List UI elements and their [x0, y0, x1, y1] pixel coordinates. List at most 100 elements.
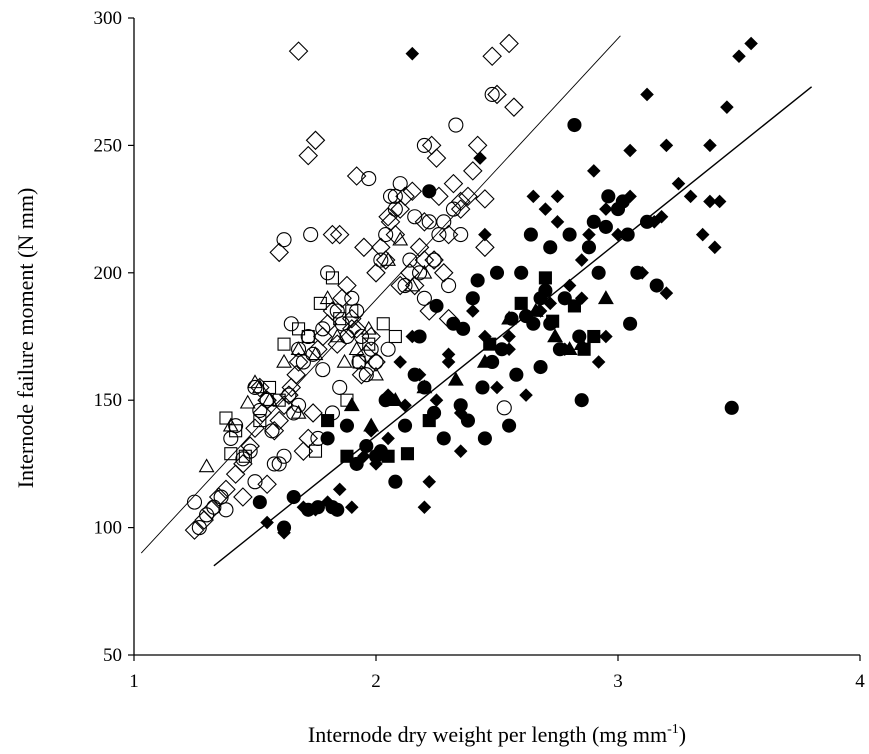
y-tick-label: 250: [94, 135, 123, 156]
open-square-point: [325, 271, 339, 285]
filled-circle-point: [509, 367, 524, 382]
open-triangle-point: [404, 277, 421, 292]
open-circle-point: [358, 367, 374, 383]
open-square-point: [352, 355, 366, 369]
open-square-point: [362, 337, 376, 351]
open-circle-point: [281, 387, 297, 403]
filled-circle-point: [407, 367, 422, 382]
open-circle-point: [276, 448, 292, 464]
filled-diamond-point: [708, 240, 722, 255]
open-diamond-point: [354, 237, 374, 258]
open-triangle-point: [290, 404, 307, 419]
filled-circle-point: [465, 291, 480, 306]
filled-triangle-point: [363, 417, 380, 432]
open-square-point: [219, 411, 233, 425]
open-diamond-point: [467, 135, 488, 156]
open-circle-point: [320, 265, 336, 281]
open-diamond-point: [475, 237, 495, 258]
open-circle-point: [218, 502, 234, 518]
filled-diamond-point: [526, 189, 541, 204]
x-axis-ticks: 1 2 3 4: [129, 655, 865, 692]
filled-triangle-point: [573, 336, 590, 350]
open-diamond-point: [257, 474, 277, 495]
filled-diamond-point: [429, 393, 444, 407]
filled-circle-point: [598, 219, 613, 234]
filled-triangle-point: [416, 379, 433, 394]
open-circle-point: [387, 188, 403, 204]
open-circle-point: [223, 430, 239, 446]
open-diamond-point: [375, 250, 396, 270]
open-triangle-point: [416, 264, 433, 279]
open-diamond-point: [208, 487, 229, 507]
open-circle-point: [412, 265, 428, 281]
open-diamond-point: [390, 199, 410, 219]
filled-circle-point: [397, 418, 413, 433]
open-circle-point: [416, 290, 432, 306]
filled-circle-point: [526, 316, 541, 331]
filled-diamond-point: [490, 380, 504, 395]
filled-diamond-point: [345, 500, 359, 514]
filled-diamond-point: [405, 46, 420, 61]
filled-diamond-point: [422, 474, 437, 489]
y-tick-label: 200: [94, 263, 123, 284]
filled-diamond-point: [587, 164, 601, 178]
filled-circle-point: [724, 400, 739, 415]
filled-circle-point: [470, 273, 485, 288]
y-tick-label: 150: [94, 390, 123, 411]
open-triangle-point: [380, 251, 397, 266]
open-diamond-point: [281, 377, 302, 398]
filled-diamond-point: [703, 138, 717, 153]
filled-square-point: [400, 447, 415, 461]
filled-circle-point: [276, 520, 292, 535]
filled-diamond-point: [659, 138, 674, 153]
filled-diamond-point: [393, 355, 407, 369]
filled-circle-point: [422, 184, 437, 199]
open-square-point: [224, 447, 238, 461]
open-diamond-point: [402, 181, 423, 202]
open-circle-point: [349, 303, 365, 319]
open-circle-point: [286, 405, 302, 421]
open-circle-point: [387, 201, 403, 217]
open-diamond-point: [184, 520, 205, 540]
open-diamond-point: [233, 487, 253, 507]
open-diamond-point: [443, 173, 464, 194]
open-diamond-point: [250, 377, 270, 398]
open-square-point: [345, 304, 359, 318]
open-circle-point: [235, 451, 251, 467]
x-tick-label: 1: [129, 671, 139, 692]
filled-circle-point: [494, 342, 509, 357]
open-triangle-point: [261, 392, 278, 407]
y-tick-label: 100: [94, 518, 123, 539]
open-circle-point: [426, 252, 442, 268]
open-circle-point: [186, 494, 203, 510]
plot-area: 1 2 3 4 50 100 150 200 250 300: [94, 8, 866, 692]
filled-diamond-point: [654, 209, 669, 224]
open-triangle-point: [348, 341, 365, 356]
data-markers: [184, 33, 758, 540]
open-diamond-point: [450, 199, 471, 219]
y-axis-title: Internode failure moment (N mm): [13, 188, 38, 489]
open-diamond-point: [390, 275, 410, 296]
filled-circle-point: [460, 413, 476, 428]
open-diamond-point: [327, 334, 348, 354]
open-diamond-point: [482, 46, 502, 66]
filled-diamond-point: [519, 388, 533, 402]
open-circle-point: [407, 209, 423, 225]
filled-diamond-point: [582, 227, 596, 242]
open-circle-point: [247, 474, 263, 490]
open-circle-point: [242, 443, 258, 459]
filled-circle-point: [252, 495, 267, 510]
open-diamond-point: [305, 130, 326, 151]
open-triangle-point: [392, 231, 409, 246]
filled-diamond-point: [381, 431, 395, 446]
open-triangle-point: [276, 353, 292, 368]
open-circle-point: [353, 328, 370, 345]
filled-triangle-point: [597, 290, 614, 305]
filled-circle-point: [620, 227, 635, 242]
filled-triangle-point: [343, 397, 360, 412]
open-diamond-point: [342, 319, 362, 339]
open-circle-point: [496, 400, 512, 416]
open-circle-point: [368, 354, 384, 370]
filled-diamond-point: [538, 202, 553, 216]
